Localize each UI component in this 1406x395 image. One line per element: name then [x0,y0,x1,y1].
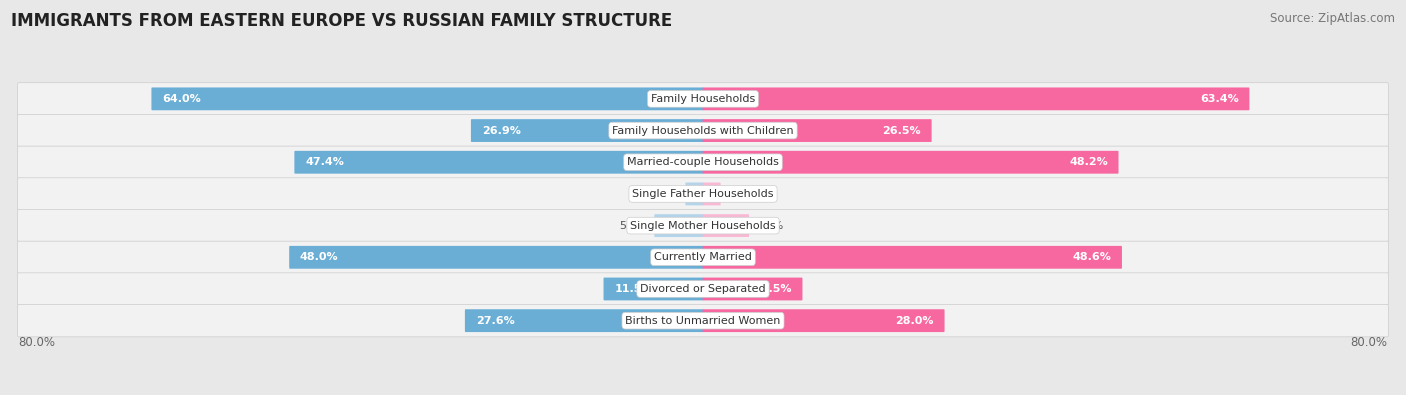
FancyBboxPatch shape [471,119,703,142]
Text: 28.0%: 28.0% [896,316,934,325]
Text: Single Mother Households: Single Mother Households [630,221,776,231]
Text: 48.0%: 48.0% [299,252,339,262]
FancyBboxPatch shape [603,278,703,300]
Text: 80.0%: 80.0% [18,336,55,349]
Text: 11.5%: 11.5% [614,284,652,294]
FancyBboxPatch shape [17,115,1389,147]
Text: 26.5%: 26.5% [882,126,921,135]
FancyBboxPatch shape [465,309,703,332]
FancyBboxPatch shape [290,246,703,269]
Text: Married-couple Households: Married-couple Households [627,157,779,167]
FancyBboxPatch shape [294,151,703,174]
FancyBboxPatch shape [703,182,721,205]
Text: Divorced or Separated: Divorced or Separated [640,284,766,294]
FancyBboxPatch shape [17,241,1389,273]
Text: 2.0%: 2.0% [727,189,755,199]
FancyBboxPatch shape [703,246,1122,269]
Text: Source: ZipAtlas.com: Source: ZipAtlas.com [1270,12,1395,25]
FancyBboxPatch shape [703,278,803,300]
FancyBboxPatch shape [17,305,1389,337]
FancyBboxPatch shape [703,87,1250,110]
Text: IMMIGRANTS FROM EASTERN EUROPE VS RUSSIAN FAMILY STRUCTURE: IMMIGRANTS FROM EASTERN EUROPE VS RUSSIA… [11,12,672,30]
FancyBboxPatch shape [17,178,1389,210]
Text: 5.6%: 5.6% [620,221,648,231]
FancyBboxPatch shape [17,273,1389,305]
FancyBboxPatch shape [17,209,1389,242]
Text: 48.2%: 48.2% [1069,157,1108,167]
Text: 47.4%: 47.4% [305,157,344,167]
Text: 11.5%: 11.5% [754,284,792,294]
Text: Single Father Households: Single Father Households [633,189,773,199]
FancyBboxPatch shape [703,309,945,332]
Text: 48.6%: 48.6% [1073,252,1111,262]
FancyBboxPatch shape [703,119,932,142]
FancyBboxPatch shape [703,151,1119,174]
Text: 63.4%: 63.4% [1199,94,1239,104]
Text: 80.0%: 80.0% [1351,336,1388,349]
Text: 27.6%: 27.6% [475,316,515,325]
Text: 5.3%: 5.3% [755,221,783,231]
Text: 26.9%: 26.9% [482,126,520,135]
FancyBboxPatch shape [654,214,703,237]
FancyBboxPatch shape [685,182,703,205]
Text: 2.0%: 2.0% [651,189,679,199]
Text: 64.0%: 64.0% [162,94,201,104]
Text: Births to Unmarried Women: Births to Unmarried Women [626,316,780,325]
FancyBboxPatch shape [17,83,1389,115]
Text: Family Households with Children: Family Households with Children [612,126,794,135]
FancyBboxPatch shape [703,214,749,237]
FancyBboxPatch shape [152,87,703,110]
Text: Currently Married: Currently Married [654,252,752,262]
FancyBboxPatch shape [17,146,1389,179]
Text: Family Households: Family Households [651,94,755,104]
